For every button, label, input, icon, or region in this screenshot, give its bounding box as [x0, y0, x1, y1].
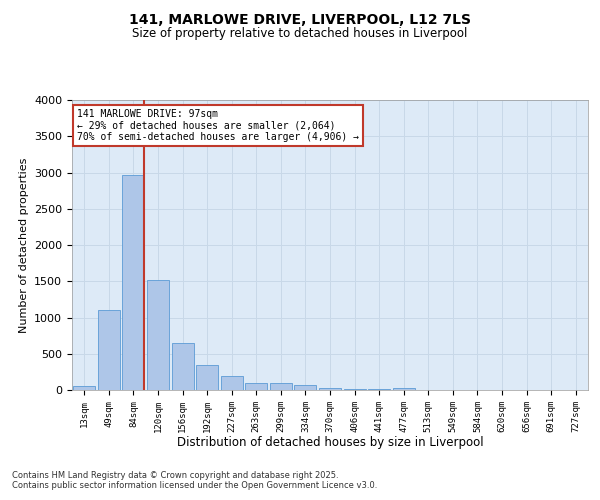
Bar — [147, 280, 169, 390]
Bar — [172, 343, 194, 390]
Bar — [122, 174, 145, 390]
Bar — [319, 388, 341, 390]
Bar — [73, 386, 95, 390]
Bar — [270, 384, 292, 390]
Text: Size of property relative to detached houses in Liverpool: Size of property relative to detached ho… — [133, 28, 467, 40]
Bar — [295, 386, 316, 390]
Bar — [196, 366, 218, 390]
Text: Distribution of detached houses by size in Liverpool: Distribution of detached houses by size … — [176, 436, 484, 449]
Bar — [98, 310, 120, 390]
Text: 141, MARLOWE DRIVE, LIVERPOOL, L12 7LS: 141, MARLOWE DRIVE, LIVERPOOL, L12 7LS — [129, 12, 471, 26]
Text: Contains HM Land Registry data © Crown copyright and database right 2025.
Contai: Contains HM Land Registry data © Crown c… — [12, 470, 377, 490]
Bar — [245, 384, 268, 390]
Bar — [221, 376, 243, 390]
Bar — [392, 388, 415, 390]
Text: 141 MARLOWE DRIVE: 97sqm
← 29% of detached houses are smaller (2,064)
70% of sem: 141 MARLOWE DRIVE: 97sqm ← 29% of detach… — [77, 108, 359, 142]
Y-axis label: Number of detached properties: Number of detached properties — [19, 158, 29, 332]
